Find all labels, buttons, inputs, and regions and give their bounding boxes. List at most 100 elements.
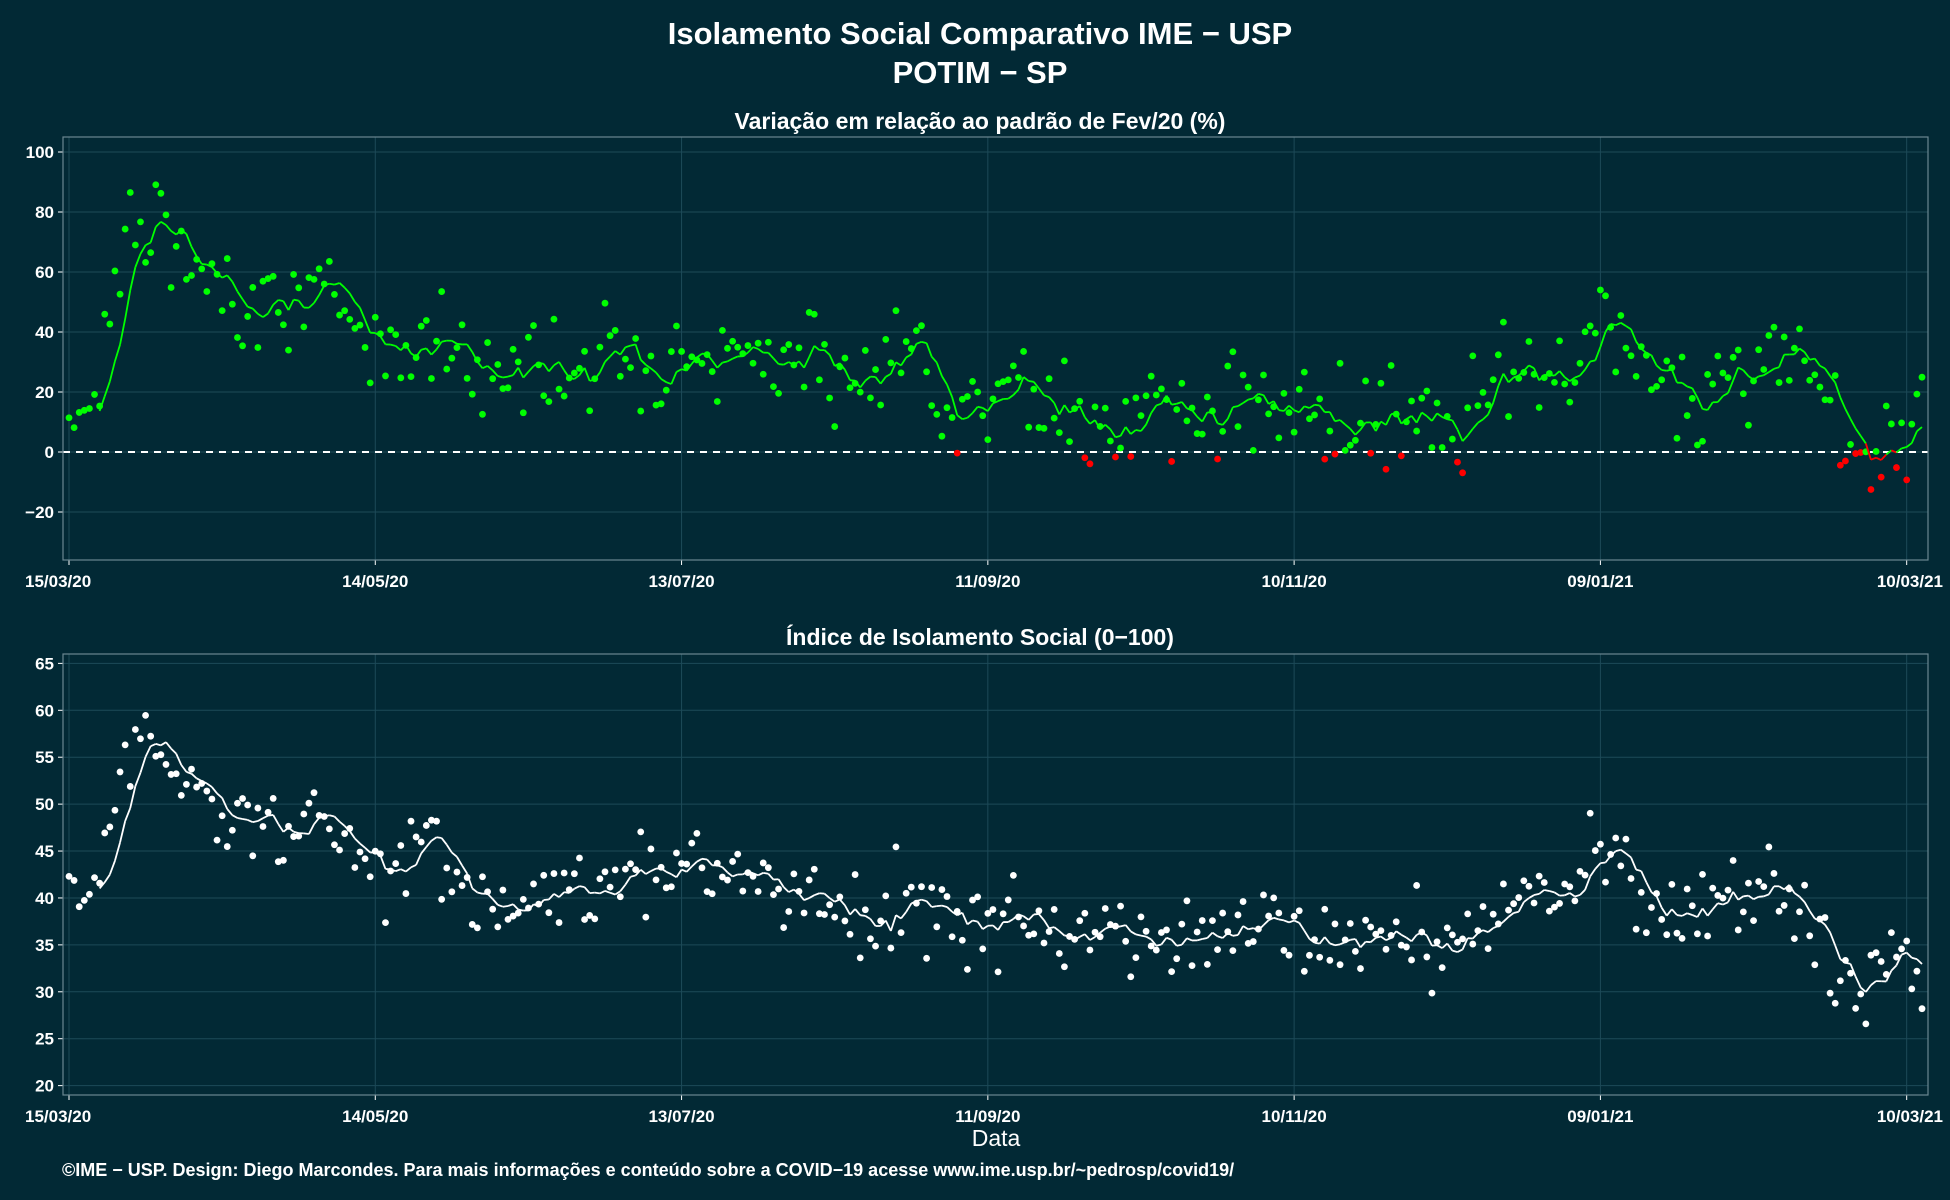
index-point [637,828,645,836]
index-point [1591,847,1599,854]
variation-point [1816,383,1824,391]
index-point [366,873,374,881]
variation-ma-segment [1681,382,1688,388]
index-ma-segment [231,814,238,819]
variation-point [1254,396,1262,404]
variation-ma-segment [1447,418,1453,422]
index-point [581,916,588,923]
variation-point [555,385,563,393]
index-ma-segment [1043,919,1050,929]
index-point [1367,923,1375,931]
variation-point [101,310,109,318]
index-ma-segment [829,897,836,903]
variation-point [264,275,272,282]
index-ma-segment [252,820,259,824]
index-ma-segment [150,743,157,747]
index-ma-segment [1344,938,1351,943]
variation-point [1683,412,1691,419]
variation-point [499,385,507,393]
index-ma-segment [660,867,667,873]
index-panel-title: Índice de Isolamento Social (0−100) [786,623,1174,650]
index-point [1168,968,1176,975]
index-point [729,858,737,865]
variation-ma-segment [757,348,764,354]
variation-point [172,243,180,250]
index-ma-segment [884,920,892,932]
variation-point [1653,383,1660,390]
index-ma-segment [706,858,713,866]
variation-point [336,311,343,319]
variation-ma-segment [1318,404,1326,413]
index-ma-segment [1870,980,1877,986]
variation-ma-segment [1196,415,1203,423]
variation-point [1433,399,1441,407]
index-point [361,855,369,863]
index-ma-segment [1564,892,1571,897]
index-ma-segment [1696,907,1704,918]
variation-ma-segment [788,361,795,366]
variation-ma-segment [1492,385,1500,403]
variation-point [754,339,762,347]
index-ma-segment [1314,941,1320,945]
index-point [1632,925,1640,933]
variation-x-tick-label: 10/11/20 [1261,572,1326,591]
index-point [606,883,614,891]
index-ma-segment [1916,958,1923,965]
variation-ma-segment [1885,449,1892,456]
index-ma-segment [1202,937,1208,940]
index-point [826,901,833,909]
index-point [1091,928,1099,936]
variation-point [1066,438,1073,446]
variation-ma-segment [1564,376,1571,382]
variation-ma-segment [1385,413,1392,426]
index-ma-segment [98,881,106,889]
index-ma-segment [518,908,524,912]
variation-point [422,317,430,324]
index-ma-segment [1237,925,1244,936]
variation-ma-segment [425,347,433,356]
variation-ma-segment [900,356,907,366]
variation-ma-segment [604,355,611,363]
variation-point [984,436,992,444]
variation-point [371,313,379,321]
index-ma-segment [1074,936,1081,941]
index-ma-segment [119,820,127,843]
variation-ma-segment [1451,419,1459,430]
index-x-axis: 15/03/20 14/05/20 13/07/20 11/09/20 10/11/20… [25,1095,1943,1126]
index-ma-segment [144,745,152,758]
variation-ma-segment [813,345,820,351]
index-ma-segment [1885,970,1893,982]
variation-point [1224,362,1232,370]
index-point [969,896,976,904]
variation-ma-segment [395,345,402,351]
variation-point [489,375,497,383]
index-point [882,892,890,900]
variation-ma-segment [211,266,218,274]
variation-point [1479,389,1487,396]
index-ma-segment [507,903,514,907]
variation-point [1801,357,1808,365]
variation-ma-segment [129,266,137,291]
index-point [111,806,119,814]
variation-point [254,344,262,351]
variation-point [882,336,890,343]
index-point [1454,938,1461,946]
variation-ma-segment [583,367,591,382]
variation-ma-segment [231,281,239,292]
variation-ma-segment [1773,366,1780,370]
variation-ma-segment [569,376,575,380]
variation-ma-segment [1298,405,1306,413]
variation-point [1413,427,1421,435]
index-point [759,859,767,867]
index-ma-segment [1712,902,1719,910]
variation-point [259,277,267,285]
variation-ma-segment [1156,402,1162,407]
index-ma-segment [624,876,632,886]
index-point [504,915,512,923]
index-point [1678,934,1686,942]
index-point [428,816,435,824]
variation-point [1469,352,1477,360]
index-ma-segment [1666,908,1673,917]
variation-ma-segment [793,360,800,366]
variation-point [1525,338,1533,345]
